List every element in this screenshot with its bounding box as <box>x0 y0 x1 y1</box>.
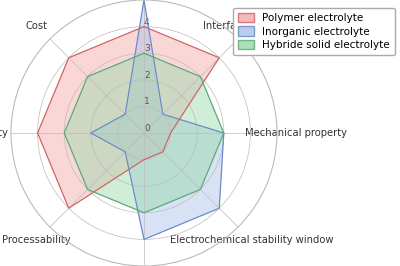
Polygon shape <box>91 0 224 239</box>
Polygon shape <box>64 53 224 213</box>
Polygon shape <box>38 27 219 208</box>
Legend: Polymer electrolyte, Inorganic electrolyte, Hybride solid electrolyte: Polymer electrolyte, Inorganic electroly… <box>233 8 395 55</box>
